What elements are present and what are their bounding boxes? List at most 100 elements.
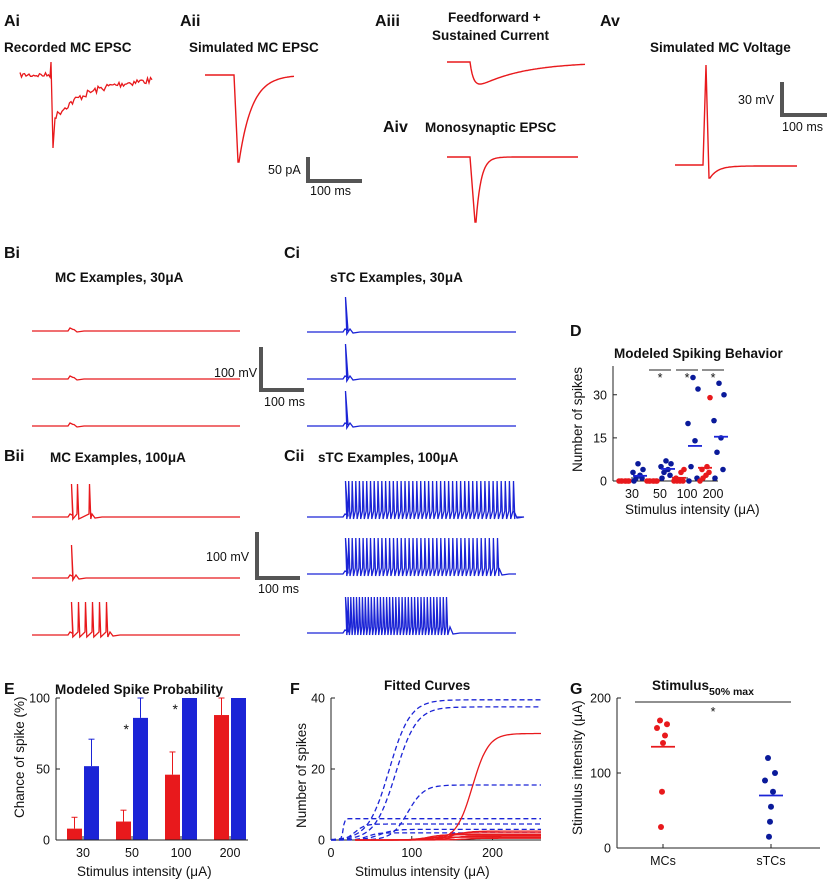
scale-bar <box>306 157 362 183</box>
panel-label: Aiv <box>383 119 408 136</box>
chart-e-plot: * * 0 50 100 30 50 100 200 <box>29 692 248 860</box>
panel-label: E <box>4 681 15 698</box>
mc-point <box>662 732 668 739</box>
significance-star: * <box>658 371 663 385</box>
stc-bar <box>182 698 197 840</box>
mc-traces-30 <box>32 327 240 428</box>
stc-point <box>630 469 636 476</box>
mc-trace <box>32 327 240 333</box>
panel-aiv: Aiv Monosynaptic EPSC <box>383 119 578 223</box>
y-tick-label: 20 <box>311 763 325 777</box>
x-tick-label: 50 <box>653 487 667 501</box>
mc-point <box>658 824 664 830</box>
title-subscript: 50% max <box>709 686 754 698</box>
mc-point <box>706 469 712 476</box>
scale-y-label: 50 pA <box>268 163 301 177</box>
panel-title-line2: Sustained Current <box>432 28 550 43</box>
x-tick-label: 100 <box>401 846 422 860</box>
scale-x-label: 100 ms <box>264 395 305 409</box>
x-tick-label: 100 <box>171 846 192 860</box>
title-unit: μA <box>440 450 458 465</box>
panel-aii: Aii Simulated MC EPSC 50 pA 100 ms <box>180 13 362 198</box>
stc-point <box>668 460 674 467</box>
chart-title: Modeled Spiking Behavior <box>614 346 784 361</box>
panel-title: MC Examples, 30μA <box>55 270 184 285</box>
stc-point <box>768 803 774 810</box>
x-tick-label: 200 <box>482 846 503 860</box>
stc-point <box>688 463 694 470</box>
panel-title: Simulated MC EPSC <box>189 40 319 55</box>
stc-trace <box>307 537 516 577</box>
simulated-epsc-trace <box>205 74 295 163</box>
x-axis-label: Stimulus intensity (μA) <box>77 864 212 879</box>
panel-label: Aii <box>180 13 200 30</box>
stc-trace <box>307 296 516 337</box>
chart-title: Fitted Curves <box>384 678 470 693</box>
stc-point <box>716 380 722 387</box>
panel-label: D <box>570 323 582 340</box>
y-axis-label: Number of spikes <box>294 723 309 828</box>
stc-fit-curve <box>331 823 541 841</box>
mc-trace <box>32 544 240 583</box>
monosynaptic-epsc-trace <box>447 156 578 223</box>
y-tick-label: 100 <box>29 692 50 706</box>
chart-d-plot: 0 15 30 30 50 100 200 * * * <box>593 366 728 501</box>
mc-point <box>707 394 713 401</box>
panel-label: Bii <box>4 448 24 465</box>
y-axis-label: Chance of spike (%) <box>12 696 27 818</box>
scale-x-label: 100 ms <box>310 184 351 198</box>
panel-g: G Stimulus50% max Stimulus intensity (μA… <box>570 678 820 868</box>
stc-point <box>663 458 669 464</box>
panel-bii: Bii MC Examples, 100μA <box>4 448 240 639</box>
stc-trace <box>307 390 516 431</box>
panel-f: F Fitted Curves Number of spikes Stimulu… <box>290 678 541 879</box>
stc-point <box>721 391 727 398</box>
mc-bar <box>116 821 131 840</box>
stc-point <box>686 478 692 484</box>
stc-trace <box>307 480 525 520</box>
stc-point <box>720 466 726 473</box>
y-tick-label: 0 <box>604 842 611 856</box>
significance-star: * <box>711 371 716 385</box>
panel-title-line1: Feedforward + <box>448 10 541 25</box>
title-text: MC Examples, 100 <box>50 450 168 465</box>
x-axis-label: Stimulus intensity (μA) <box>625 502 760 517</box>
chart-f-plot: 0 20 40 0 100 200 <box>311 692 541 860</box>
stc-point <box>762 777 768 784</box>
stc-fit-curve <box>330 699 541 841</box>
scale-y-label: 100 mV <box>214 366 258 380</box>
chart-title: Modeled Spike Probability <box>55 682 224 697</box>
stc-point <box>640 466 646 473</box>
stc-trace <box>307 343 516 384</box>
stc-fit-curve <box>331 818 541 841</box>
recorded-epsc-trace <box>19 61 153 149</box>
panel-ci: Ci sTC Examples, 30μA 100 mV 100 ms <box>214 245 516 431</box>
y-axis-label: Number of spikes <box>570 367 585 472</box>
chart-g-plot: 0 100 200 MCs sTCs * <box>590 692 820 868</box>
mc-point <box>681 466 687 473</box>
stc-point <box>659 475 665 481</box>
panel-title: Monosynaptic EPSC <box>425 120 557 135</box>
stc-bar <box>84 766 99 840</box>
scale-y-label: 30 mV <box>738 93 775 107</box>
mc-point <box>654 725 660 731</box>
stc-point <box>712 475 718 481</box>
panel-label: Bi <box>4 245 20 262</box>
stc-point <box>635 460 641 467</box>
mc-trace <box>32 483 240 521</box>
mc-point <box>657 717 663 724</box>
y-tick-label: 0 <box>43 834 50 848</box>
panel-label: G <box>570 681 582 698</box>
x-tick-label: 30 <box>625 487 639 501</box>
stc-traces-100 <box>307 480 525 636</box>
scale-y-label: 100 mV <box>206 550 250 564</box>
panel-title: sTC Examples, 100μA <box>318 450 459 465</box>
stc-traces-30 <box>307 296 516 431</box>
y-axis-label: Stimulus intensity (μA) <box>570 700 585 835</box>
y-tick-label: 0 <box>318 834 325 848</box>
y-tick-label: 15 <box>593 431 607 445</box>
panel-title: Simulated MC Voltage <box>650 40 791 55</box>
panel-ai: Ai Recorded MC EPSC <box>4 13 153 149</box>
stc-point <box>772 770 778 776</box>
panel-e: E Modeled Spike Probability Chance of sp… <box>4 681 248 879</box>
